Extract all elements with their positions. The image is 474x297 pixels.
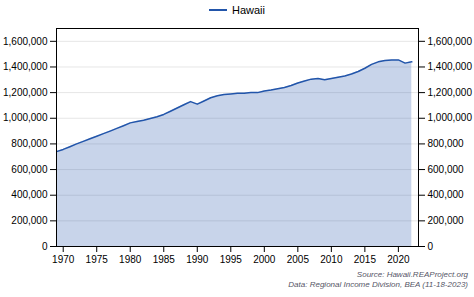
svg-text:600,000: 600,000 (11, 164, 48, 175)
svg-text:1,600,000: 1,600,000 (428, 36, 473, 47)
svg-text:1,000,000: 1,000,000 (3, 112, 48, 123)
svg-text:2015: 2015 (354, 254, 377, 265)
svg-text:2005: 2005 (287, 254, 310, 265)
svg-text:800,000: 800,000 (11, 138, 48, 149)
svg-text:0: 0 (428, 241, 434, 252)
svg-text:400,000: 400,000 (428, 189, 465, 200)
svg-text:600,000: 600,000 (428, 164, 465, 175)
svg-text:1985: 1985 (153, 254, 176, 265)
svg-text:1,400,000: 1,400,000 (3, 61, 48, 72)
svg-text:1980: 1980 (119, 254, 142, 265)
svg-text:1,200,000: 1,200,000 (3, 87, 48, 98)
svg-text:1,400,000: 1,400,000 (428, 61, 473, 72)
svg-text:200,000: 200,000 (11, 215, 48, 226)
svg-text:400,000: 400,000 (11, 189, 48, 200)
svg-text:2020: 2020 (387, 254, 410, 265)
html-text:Source: Hawaii.REAProject.org: Source: Hawaii.REAProject.org (356, 270, 468, 279)
svg-text:0: 0 (42, 241, 48, 252)
svg-text:200,000: 200,000 (428, 215, 465, 226)
svg-text:2000: 2000 (253, 254, 276, 265)
html-text:Data: Regional Income Division: Data: Regional Income Division, BEA (11-… (288, 280, 468, 289)
svg-text:1990: 1990 (186, 254, 209, 265)
svg-text:1,200,000: 1,200,000 (428, 87, 473, 98)
svg-text:1970: 1970 (52, 254, 75, 265)
svg-text:1975: 1975 (86, 254, 109, 265)
svg-text:2010: 2010 (320, 254, 343, 265)
svg-text:1995: 1995 (220, 254, 243, 265)
svg-text:1,000,000: 1,000,000 (428, 112, 473, 123)
svg-text:800,000: 800,000 (428, 138, 465, 149)
svg-text:1,600,000: 1,600,000 (3, 36, 48, 47)
html-text:Hawaii: Hawaii (232, 4, 265, 16)
